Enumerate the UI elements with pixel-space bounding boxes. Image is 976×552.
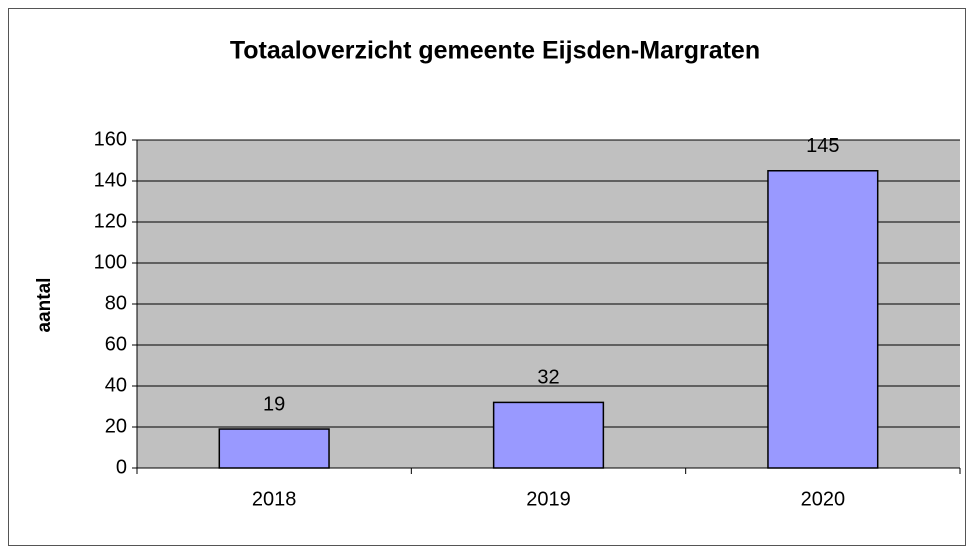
bar <box>767 170 879 469</box>
bar <box>492 401 605 469</box>
data-label: 32 <box>537 367 559 389</box>
y-tick-label: 100 <box>94 251 127 273</box>
chart-title: Totaaloverzicht gemeente Eijsden-Margrat… <box>230 37 760 65</box>
bar <box>218 428 330 469</box>
x-tick-label: 2020 <box>801 488 846 510</box>
y-tick-label: 120 <box>94 210 127 232</box>
y-tick-label: 80 <box>105 292 127 314</box>
data-label: 145 <box>806 135 839 157</box>
data-label: 19 <box>263 393 285 415</box>
y-axis-label: aantal <box>34 278 55 333</box>
x-tick-label: 2018 <box>252 488 297 510</box>
y-tick-label: 140 <box>94 169 127 191</box>
y-tick-label: 160 <box>94 128 127 150</box>
y-tick-label: 0 <box>116 456 127 478</box>
y-tick-label: 20 <box>105 415 127 437</box>
y-tick-label: 60 <box>105 333 127 355</box>
y-tick-label: 40 <box>105 374 127 396</box>
x-tick-label: 2019 <box>526 488 571 510</box>
